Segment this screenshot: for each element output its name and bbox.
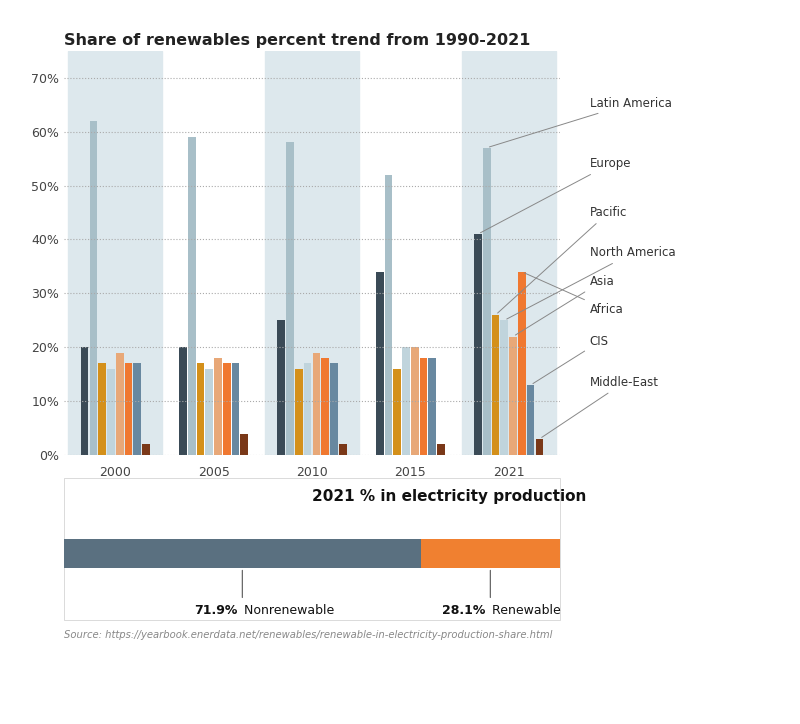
Bar bbox=[116, 353, 123, 455]
Bar bbox=[483, 148, 490, 455]
Bar bbox=[241, 434, 248, 455]
Bar bbox=[474, 234, 482, 455]
Bar bbox=[68, 51, 162, 455]
Text: Source: https://yearbook.enerdata.net/renewables/renewable-in-electricity-produc: Source: https://yearbook.enerdata.net/re… bbox=[64, 631, 552, 640]
Bar bbox=[420, 358, 427, 455]
Text: CIS: CIS bbox=[533, 335, 609, 384]
Text: Pacific: Pacific bbox=[498, 206, 627, 313]
Text: Europe: Europe bbox=[481, 157, 631, 232]
Bar bbox=[492, 315, 499, 455]
Bar bbox=[330, 363, 338, 455]
Bar bbox=[304, 363, 311, 455]
Bar bbox=[134, 363, 141, 455]
Bar bbox=[510, 337, 517, 455]
Bar bbox=[462, 51, 556, 455]
Bar bbox=[214, 358, 222, 455]
Bar bbox=[188, 137, 195, 455]
Bar bbox=[232, 363, 239, 455]
Bar bbox=[526, 385, 534, 455]
Bar bbox=[206, 369, 213, 455]
Bar bbox=[90, 121, 98, 455]
Bar bbox=[107, 369, 114, 455]
Bar bbox=[402, 348, 410, 455]
Text: Nonrenewable: Nonrenewable bbox=[240, 604, 334, 617]
Text: Share of renewables percent trend from 1990-2021: Share of renewables percent trend from 1… bbox=[64, 33, 530, 48]
Bar bbox=[394, 369, 401, 455]
Bar bbox=[223, 363, 230, 455]
Bar bbox=[322, 358, 329, 455]
Bar bbox=[125, 363, 132, 455]
Bar bbox=[429, 358, 436, 455]
Bar bbox=[64, 539, 421, 568]
Bar bbox=[64, 479, 560, 620]
Bar bbox=[142, 445, 150, 455]
Text: 71.9%: 71.9% bbox=[194, 604, 238, 617]
Bar bbox=[313, 353, 320, 455]
Text: Latin America: Latin America bbox=[490, 97, 672, 147]
Bar bbox=[339, 445, 346, 455]
Text: Asia: Asia bbox=[515, 274, 614, 335]
Bar bbox=[518, 272, 526, 455]
Text: 2021 % in electricity production: 2021 % in electricity production bbox=[312, 489, 586, 504]
Bar bbox=[411, 348, 418, 455]
Bar bbox=[265, 51, 359, 455]
Bar bbox=[385, 174, 392, 455]
Bar bbox=[295, 369, 302, 455]
Bar bbox=[421, 539, 560, 568]
Bar bbox=[286, 143, 294, 455]
Bar bbox=[535, 439, 543, 455]
Text: Africa: Africa bbox=[524, 273, 623, 316]
Text: North America: North America bbox=[506, 246, 675, 319]
Bar bbox=[81, 348, 89, 455]
Text: 28.1%: 28.1% bbox=[442, 604, 486, 617]
Bar bbox=[376, 272, 383, 455]
Text: Middle-East: Middle-East bbox=[542, 376, 658, 437]
Text: Renewable: Renewable bbox=[488, 604, 561, 617]
Bar bbox=[197, 363, 204, 455]
Bar bbox=[98, 363, 106, 455]
Bar bbox=[437, 445, 445, 455]
Bar bbox=[278, 320, 285, 455]
Bar bbox=[501, 320, 508, 455]
Bar bbox=[179, 348, 187, 455]
